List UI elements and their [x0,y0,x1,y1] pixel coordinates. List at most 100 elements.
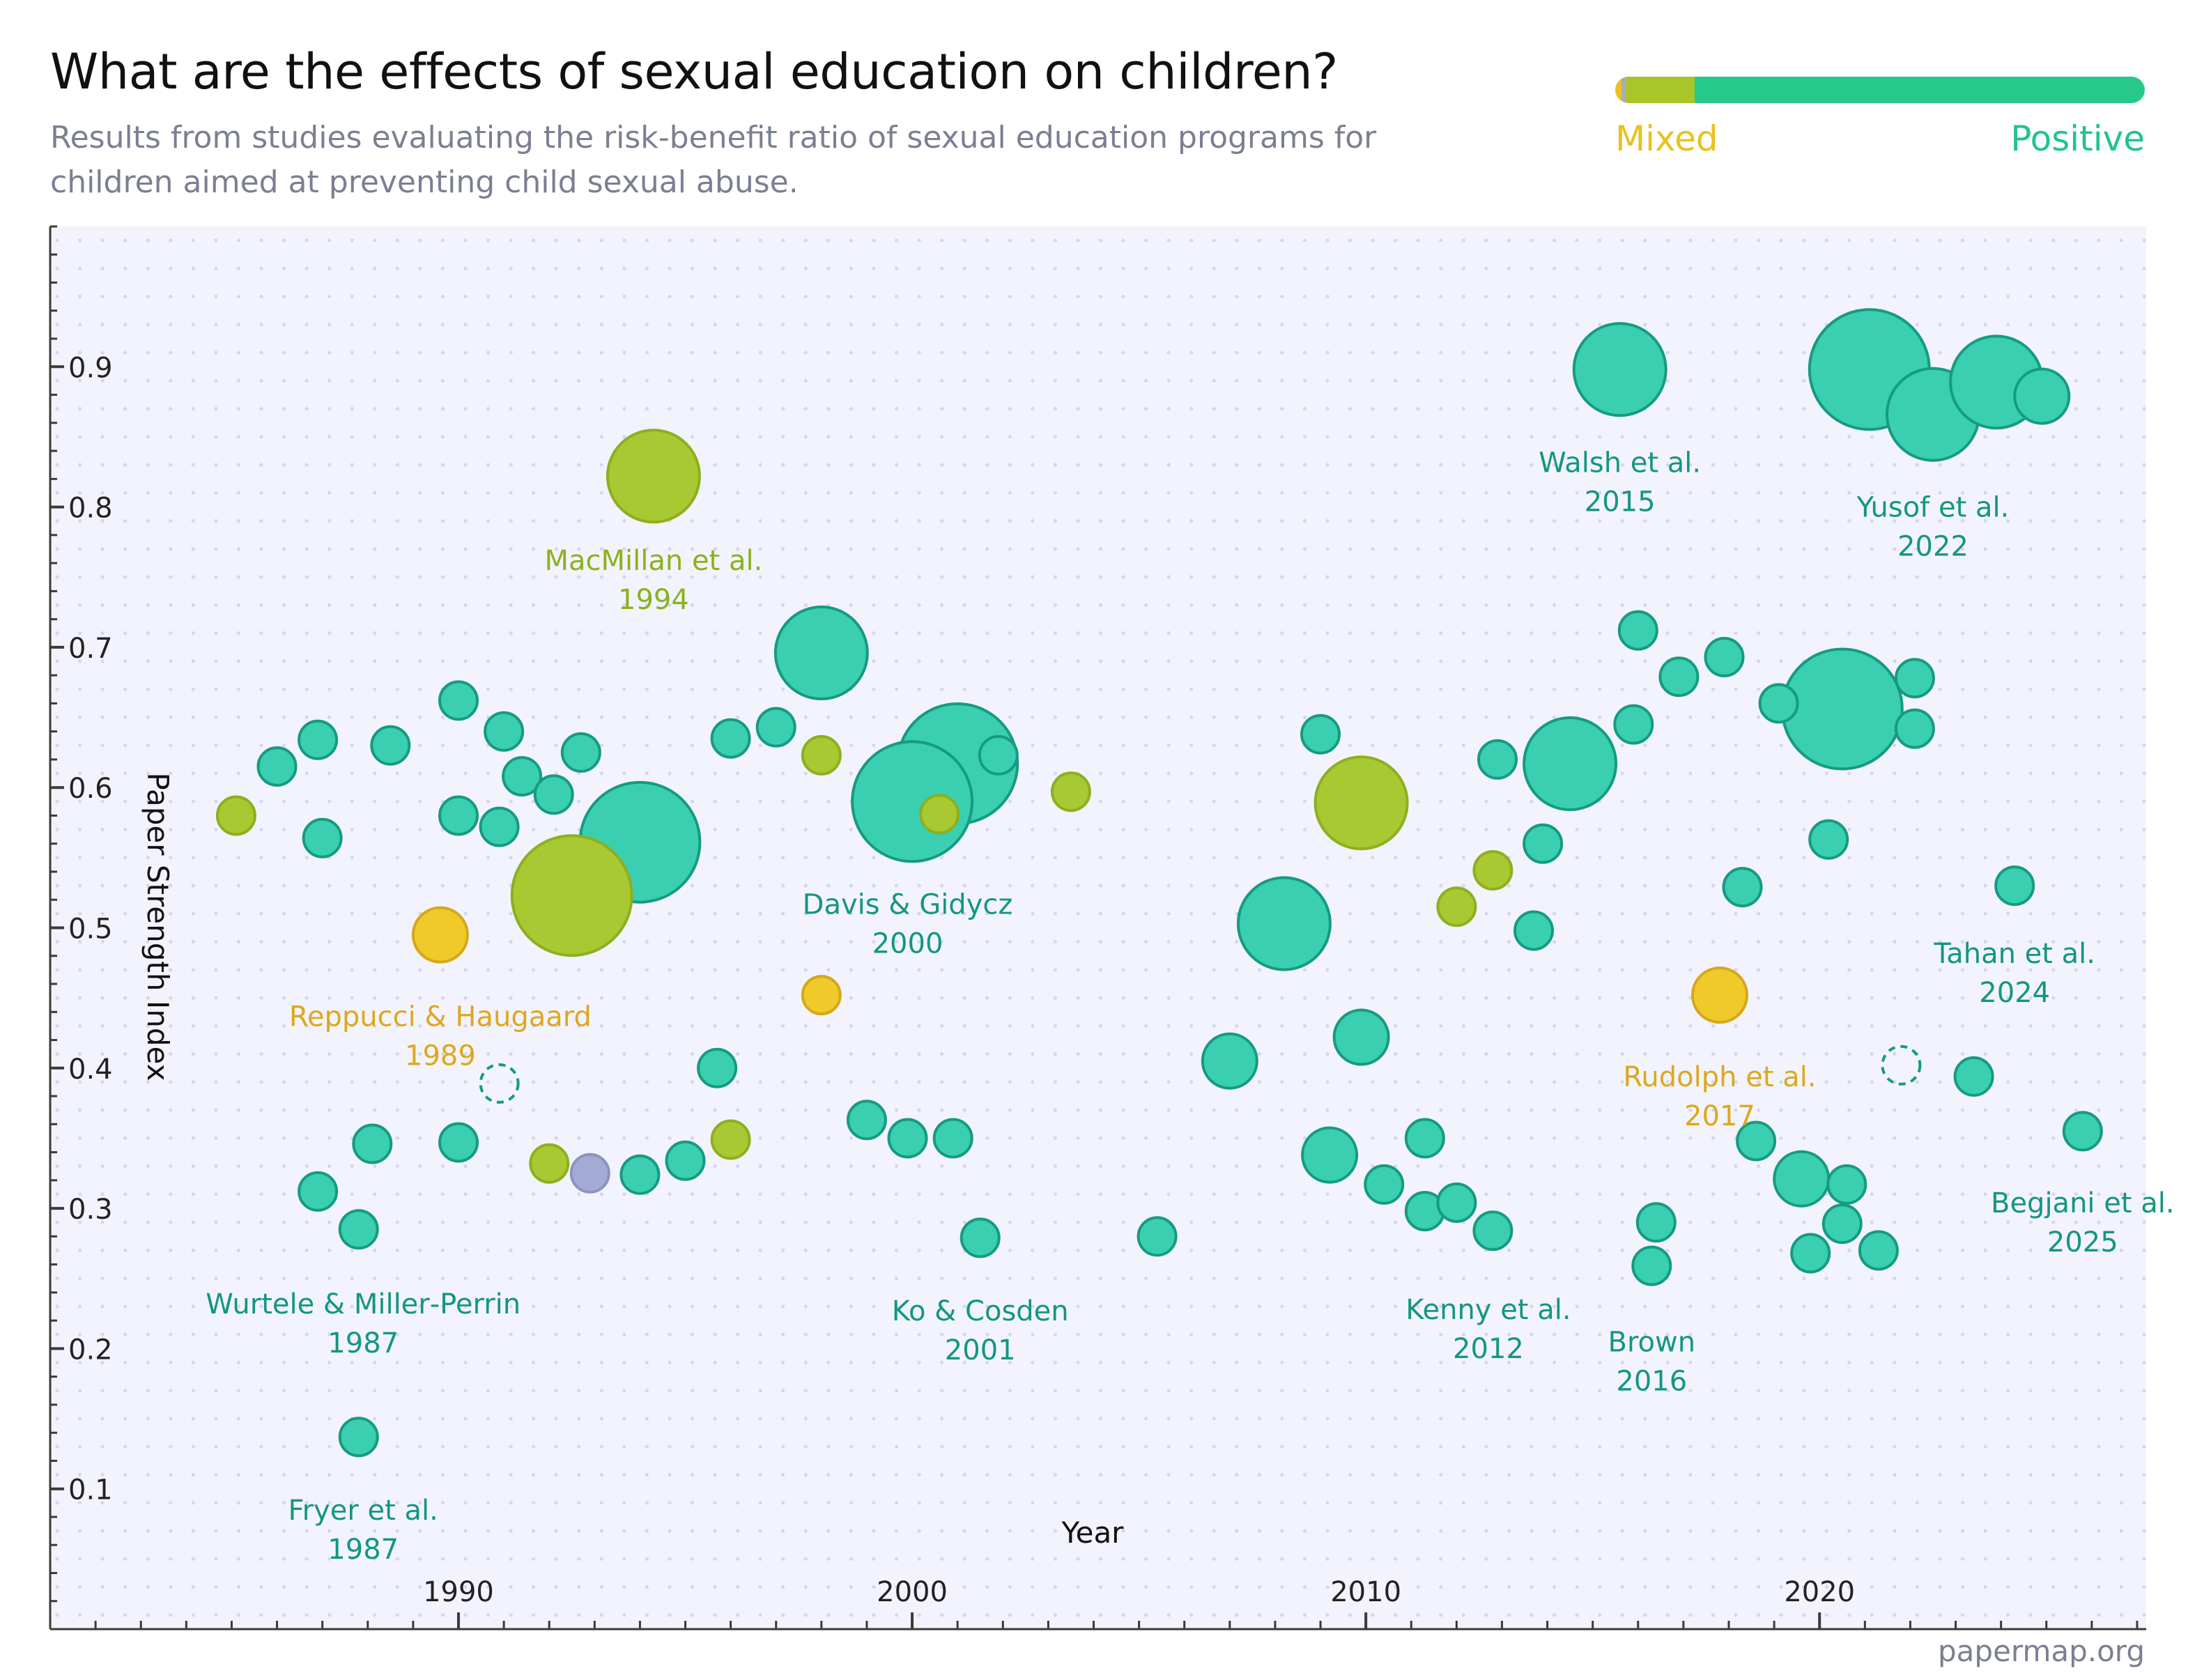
data-point[interactable] [1404,1118,1445,1159]
data-point[interactable] [1436,886,1477,927]
data-point[interactable] [560,732,601,773]
data-point[interactable] [1635,1202,1677,1243]
grid-dot [463,323,468,327]
data-point[interactable] [1477,739,1518,780]
data-point[interactable] [338,1209,379,1250]
data-point[interactable] [298,1171,339,1212]
data-point[interactable] [846,1100,887,1141]
data-point[interactable] [2013,367,2071,425]
data-point[interactable] [411,906,469,964]
grid-dot [123,996,128,1000]
data-point[interactable] [1332,1008,1390,1066]
grid-dot [1098,687,1103,691]
grid-dot [214,799,218,803]
data-point[interactable] [1300,714,1341,755]
data-point[interactable] [1631,1245,1672,1286]
data-point[interactable] [502,756,543,797]
data-point[interactable] [1780,647,1904,771]
data-point[interactable] [1858,1230,1899,1271]
data-point[interactable] [1821,1203,1863,1244]
data-point[interactable] [1722,867,1763,908]
data-point[interactable] [533,774,574,815]
data-point[interactable] [887,1118,928,1159]
grid-dot [1983,996,1987,1000]
grid-dot [2119,911,2123,916]
data-point[interactable] [665,1140,706,1181]
data-point[interactable] [2062,1111,2103,1152]
data-point[interactable] [510,834,633,957]
grid-dot [1416,715,1420,719]
data-point[interactable] [1137,1216,1178,1257]
data-point[interactable] [1736,1120,1777,1162]
data-point[interactable] [484,711,525,752]
grid-dot [803,294,808,299]
data-point[interactable] [1994,865,2035,907]
data-point[interactable] [215,795,256,836]
grid-dot [2142,631,2146,635]
grid-dot [1302,463,1307,467]
data-point[interactable] [1881,1045,1922,1086]
data-point[interactable] [529,1143,570,1184]
data-point[interactable] [1513,910,1554,951]
data-point[interactable] [755,707,796,748]
data-point[interactable] [1364,1164,1405,1205]
data-point[interactable] [1773,1150,1831,1208]
data-point[interactable] [1617,610,1658,651]
data-point[interactable] [1953,1056,1994,1097]
data-point[interactable] [919,794,960,835]
data-point[interactable] [352,1123,393,1164]
data-point[interactable] [370,725,411,766]
data-point[interactable] [1472,850,1513,891]
data-point[interactable] [569,1153,610,1194]
data-point[interactable] [438,680,479,721]
data-point[interactable] [479,806,520,847]
data-point[interactable] [1704,637,1745,677]
data-point[interactable] [697,1047,738,1088]
grid-dot [1121,407,1125,411]
grid-dot [577,631,581,635]
data-point[interactable] [1894,658,1935,699]
data-point[interactable] [978,734,1019,776]
data-point[interactable] [298,719,339,760]
data-point[interactable] [1826,1164,1867,1205]
grid-dot [191,1277,195,1281]
data-point[interactable] [438,1122,479,1163]
data-point[interactable] [1691,966,1748,1024]
data-point[interactable] [773,606,869,700]
data-point[interactable] [1313,755,1409,851]
data-point[interactable] [710,718,751,759]
grid-dot [214,1136,218,1140]
grid-dot [463,1220,468,1224]
data-point[interactable] [338,1417,379,1458]
data-point[interactable] [302,817,343,858]
data-point[interactable] [1572,322,1667,417]
data-point[interactable] [619,1154,661,1195]
data-point[interactable] [1472,1210,1513,1251]
data-point[interactable] [932,1118,973,1159]
data-point[interactable] [1613,704,1654,745]
data-point[interactable] [1894,708,1935,749]
data-point[interactable] [1050,771,1091,812]
data-point[interactable] [1790,1233,1831,1274]
data-point[interactable] [1758,683,1799,724]
data-point[interactable] [801,734,842,776]
data-point[interactable] [1201,1032,1258,1090]
data-point[interactable] [438,795,479,836]
data-point[interactable] [1523,823,1564,864]
grid-dot [350,294,354,299]
data-point[interactable] [1523,716,1618,811]
grid-dot [1553,378,1557,383]
data-point[interactable] [606,429,701,524]
data-point[interactable] [1236,876,1332,971]
data-point[interactable] [1301,1126,1359,1184]
data-point[interactable] [479,1063,520,1104]
data-point[interactable] [1808,819,1849,860]
data-point[interactable] [1436,1182,1477,1223]
data-point[interactable] [1658,656,1700,698]
data-point[interactable] [256,746,298,787]
grid-dot [962,1529,966,1533]
data-point[interactable] [710,1119,751,1160]
grid-dot [1688,294,1693,299]
data-point[interactable] [960,1217,1001,1258]
data-point[interactable] [801,975,842,1016]
